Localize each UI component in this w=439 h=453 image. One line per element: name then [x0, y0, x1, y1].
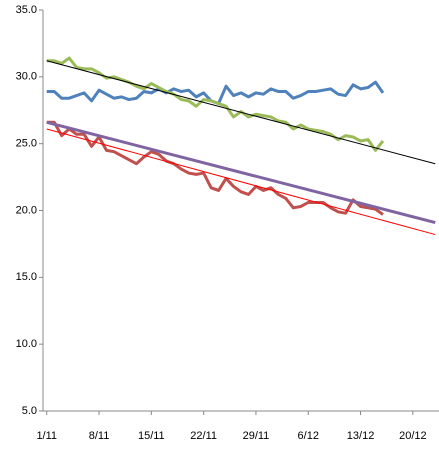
x-tick-label: 1/11: [36, 430, 57, 442]
data-line: [46, 80, 385, 106]
x-tick-label: 20/12: [399, 430, 427, 442]
x-tick-label: 22/11: [190, 430, 217, 442]
x-tick-label: 6/12: [298, 430, 319, 442]
trend-line: [46, 120, 436, 224]
x-tick-label: 13/12: [347, 430, 375, 442]
y-tick-label: 15.0: [16, 271, 37, 283]
y-tick-label: 35.0: [16, 4, 37, 16]
x-tick-label: 15/11: [138, 430, 165, 442]
y-tick-label: 25.0: [16, 138, 37, 150]
y-tick-label: 20.0: [16, 204, 37, 216]
trend-line: [46, 60, 436, 165]
trend-line: [46, 128, 436, 236]
y-tick-label: 30.0: [16, 71, 37, 83]
x-tick-label: 29/11: [243, 430, 270, 442]
y-tick-label: 5.0: [22, 405, 37, 417]
y-tick-label: 10.0: [16, 338, 37, 350]
x-tick-label: 8/11: [89, 430, 110, 442]
